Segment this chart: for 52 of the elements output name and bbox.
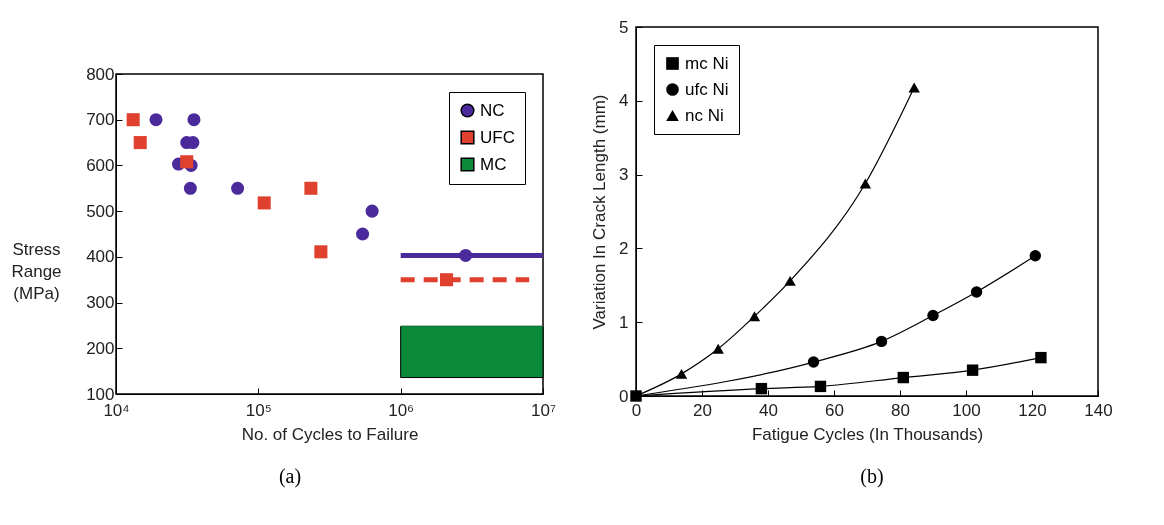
y-axis-title: Stress Range (MPa): [11, 239, 62, 303]
y-tick-label: 3: [619, 165, 629, 185]
x-tick-label: 80: [891, 400, 910, 420]
x-tick-label: 140: [1084, 400, 1113, 420]
legend-label: UFC: [480, 127, 515, 147]
y-tick-label: 4: [619, 91, 629, 111]
text: (a): [277, 465, 303, 488]
y-tick-label: 500: [86, 201, 115, 221]
y-tick-label: 600: [86, 155, 115, 175]
y-tick-label: 5: [619, 17, 629, 37]
y-tick-label: 1: [619, 312, 629, 332]
y-tick-label: 200: [86, 338, 115, 358]
x-tick-label: 40: [759, 400, 778, 420]
point: [630, 390, 642, 402]
y-tick-label: 700: [86, 110, 115, 130]
point: [784, 275, 796, 286]
legend-label: ufc Ni: [685, 79, 729, 99]
y-tick-label: 2: [619, 238, 629, 258]
y-axis-title: Variation In Crack Length (mm): [590, 94, 610, 330]
y-tick-label: 800: [86, 64, 115, 84]
text: (b): [859, 465, 885, 488]
point: [875, 335, 888, 348]
legend-label: NC: [480, 100, 505, 120]
x-tick-label: 20: [693, 400, 712, 420]
point: [1035, 351, 1047, 364]
legend-label: mc Ni: [685, 53, 729, 73]
point: [748, 311, 761, 322]
point: [712, 343, 724, 354]
legend-label: MC: [480, 154, 507, 174]
point: [755, 382, 768, 395]
x-tick-label: 100: [952, 400, 981, 420]
x-axis-title: No. of Cycles to Failure: [241, 424, 419, 444]
x-tick-label: 10⁷: [530, 400, 557, 420]
y-tick-label: 0: [619, 386, 629, 406]
point: [675, 368, 688, 379]
x-axis-title: Fatigue Cycles (In Thousands): [751, 424, 984, 444]
point: [970, 286, 983, 298]
point: [859, 178, 872, 189]
point: [814, 380, 827, 393]
y-tick-label: 400: [86, 247, 115, 267]
x-tick-label: 10⁵: [245, 400, 272, 420]
x-tick-label: 10⁶: [388, 400, 415, 420]
point: [1029, 250, 1041, 262]
point: [966, 364, 979, 376]
point: [897, 371, 909, 384]
x-tick-label: 60: [825, 400, 844, 420]
point: [927, 309, 939, 322]
point: [807, 356, 820, 368]
point: [908, 82, 920, 93]
x-tick-label: 120: [1018, 400, 1047, 420]
y-tick-label: 300: [86, 293, 115, 313]
legend-label: nc Ni: [685, 105, 724, 125]
